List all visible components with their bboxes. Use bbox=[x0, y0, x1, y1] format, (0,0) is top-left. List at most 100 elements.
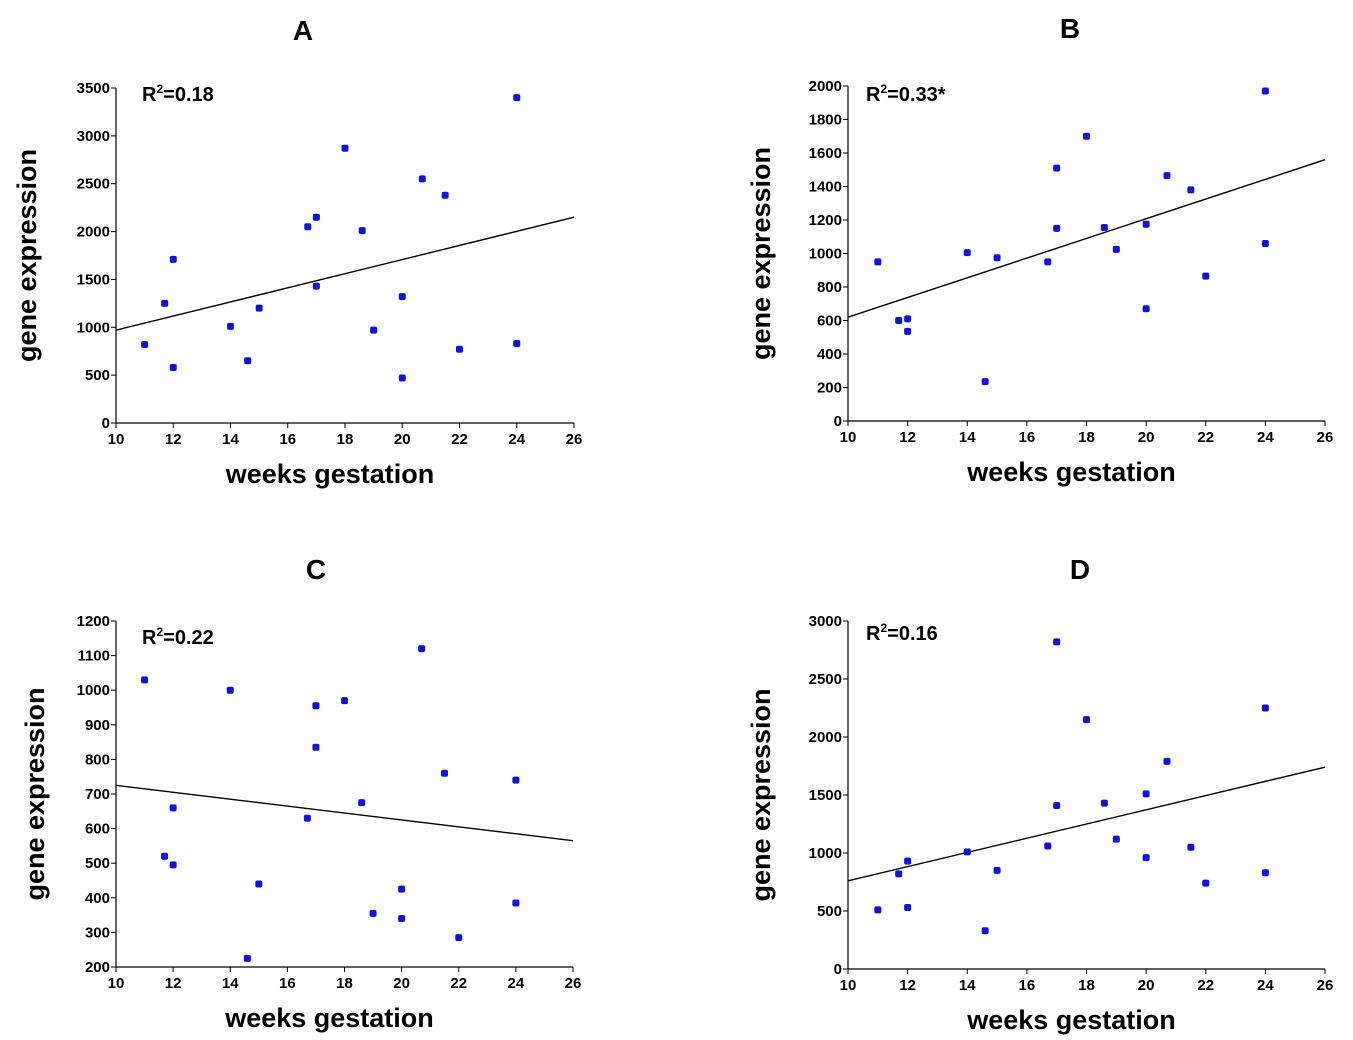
x-tick-label: 26 bbox=[566, 431, 583, 448]
data-point bbox=[244, 357, 252, 365]
data-point bbox=[1053, 801, 1061, 809]
y-tick-label: 3500 bbox=[77, 80, 110, 97]
y-tick-label: 3000 bbox=[77, 128, 110, 145]
x-tick-label: 12 bbox=[899, 429, 916, 446]
data-point bbox=[1112, 245, 1120, 253]
x-tick-label: 20 bbox=[1138, 429, 1155, 446]
data-point bbox=[341, 144, 349, 152]
data-point bbox=[1053, 224, 1061, 232]
regression-line bbox=[847, 766, 1326, 882]
r-squared-symbol: R bbox=[142, 627, 157, 649]
data-point bbox=[243, 954, 251, 962]
r-squared-value: =0.33* bbox=[887, 84, 946, 106]
data-point bbox=[1261, 239, 1269, 247]
data-point bbox=[1163, 757, 1171, 765]
x-axis-title: weeks gestation bbox=[966, 457, 1176, 487]
data-point bbox=[169, 861, 177, 869]
data-point bbox=[255, 304, 263, 312]
data-point bbox=[1142, 790, 1150, 798]
panel-title: A bbox=[293, 15, 313, 46]
data-point bbox=[1261, 869, 1269, 877]
data-point bbox=[398, 915, 406, 923]
y-tick-label: 2000 bbox=[77, 224, 110, 241]
data-point bbox=[981, 378, 989, 386]
data-point bbox=[1053, 638, 1061, 646]
x-tick-label: 24 bbox=[508, 431, 525, 448]
x-tick-label: 18 bbox=[1078, 977, 1095, 994]
x-tick-label: 22 bbox=[450, 975, 467, 992]
data-point bbox=[341, 697, 348, 705]
data-point bbox=[456, 345, 463, 353]
y-tick-label: 0 bbox=[102, 415, 110, 432]
x-axis-title: weeks gestation bbox=[966, 1005, 1176, 1035]
x-tick-label: 22 bbox=[1197, 977, 1214, 994]
r-squared-superscript: 2 bbox=[880, 82, 887, 96]
x-tick-label: 26 bbox=[565, 975, 582, 992]
x-tick-label: 20 bbox=[393, 975, 410, 992]
y-tick-label: 600 bbox=[817, 313, 842, 330]
y-tick-label: 1500 bbox=[809, 787, 842, 804]
data-point bbox=[874, 906, 882, 914]
y-tick-label: 1400 bbox=[809, 179, 842, 196]
y-tick-label: 300 bbox=[85, 924, 110, 941]
x-tick-label: 14 bbox=[959, 977, 976, 994]
x-tick-label: 10 bbox=[108, 975, 125, 992]
y-tick-label: 1100 bbox=[77, 648, 110, 665]
data-point bbox=[1112, 835, 1120, 843]
r-squared-label: R2=0.33* bbox=[866, 82, 946, 106]
data-point bbox=[161, 852, 169, 860]
data-point bbox=[441, 191, 449, 199]
data-point bbox=[512, 776, 520, 784]
data-point bbox=[141, 341, 149, 349]
data-point bbox=[904, 857, 912, 865]
data-point bbox=[1261, 87, 1269, 95]
data-point bbox=[455, 934, 463, 942]
data-point bbox=[904, 904, 912, 912]
data-point bbox=[993, 866, 1001, 874]
r-squared-label: R2=0.22 bbox=[142, 625, 214, 649]
data-point bbox=[370, 326, 378, 334]
data-point bbox=[255, 880, 263, 888]
x-tick-label: 12 bbox=[165, 431, 182, 448]
data-point bbox=[1044, 258, 1052, 266]
y-tick-label: 200 bbox=[85, 959, 110, 976]
r-squared-value: =0.18 bbox=[163, 84, 214, 106]
x-tick-label: 10 bbox=[840, 429, 857, 446]
x-tick-label: 24 bbox=[508, 975, 525, 992]
x-tick-label: 16 bbox=[279, 431, 296, 448]
y-tick-label: 1800 bbox=[809, 112, 842, 129]
y-axis-title: gene expression bbox=[20, 687, 50, 900]
data-point bbox=[418, 645, 426, 653]
y-tick-label: 1600 bbox=[809, 145, 842, 162]
y-axis-title: gene expression bbox=[12, 149, 42, 362]
y-axis-title: gene expression bbox=[746, 688, 776, 901]
x-tick-label: 20 bbox=[394, 431, 411, 448]
data-point bbox=[1187, 186, 1195, 194]
x-tick-label: 16 bbox=[279, 975, 296, 992]
panel-title: D bbox=[1070, 554, 1090, 585]
data-point bbox=[312, 702, 320, 710]
y-tick-label: 2000 bbox=[809, 729, 842, 746]
x-axis-title: weeks gestation bbox=[224, 1003, 434, 1033]
y-tick-label: 700 bbox=[85, 786, 110, 803]
y-tick-label: 1000 bbox=[809, 845, 842, 862]
y-tick-label: 1200 bbox=[77, 613, 110, 630]
data-point bbox=[1163, 172, 1171, 180]
y-tick-label: 900 bbox=[85, 717, 110, 734]
data-point bbox=[895, 317, 903, 324]
data-point bbox=[513, 340, 521, 348]
y-tick-label: 1000 bbox=[77, 319, 110, 336]
data-point bbox=[169, 255, 177, 263]
x-tick-label: 16 bbox=[1019, 977, 1036, 994]
y-tick-label: 2000 bbox=[809, 78, 842, 95]
x-tick-label: 24 bbox=[1257, 429, 1274, 446]
y-tick-label: 500 bbox=[85, 855, 110, 872]
x-tick-label: 12 bbox=[899, 977, 916, 994]
data-point bbox=[1202, 272, 1210, 280]
x-tick-label: 14 bbox=[222, 975, 239, 992]
panel-b: B 10 12 14 16 18 20 22 24 26 0 200 400 600 800 1000 1200… bbox=[746, 13, 1333, 487]
data-point bbox=[904, 327, 912, 335]
r-squared-symbol: R bbox=[866, 623, 881, 645]
data-point bbox=[963, 848, 971, 856]
data-point bbox=[993, 254, 1001, 262]
